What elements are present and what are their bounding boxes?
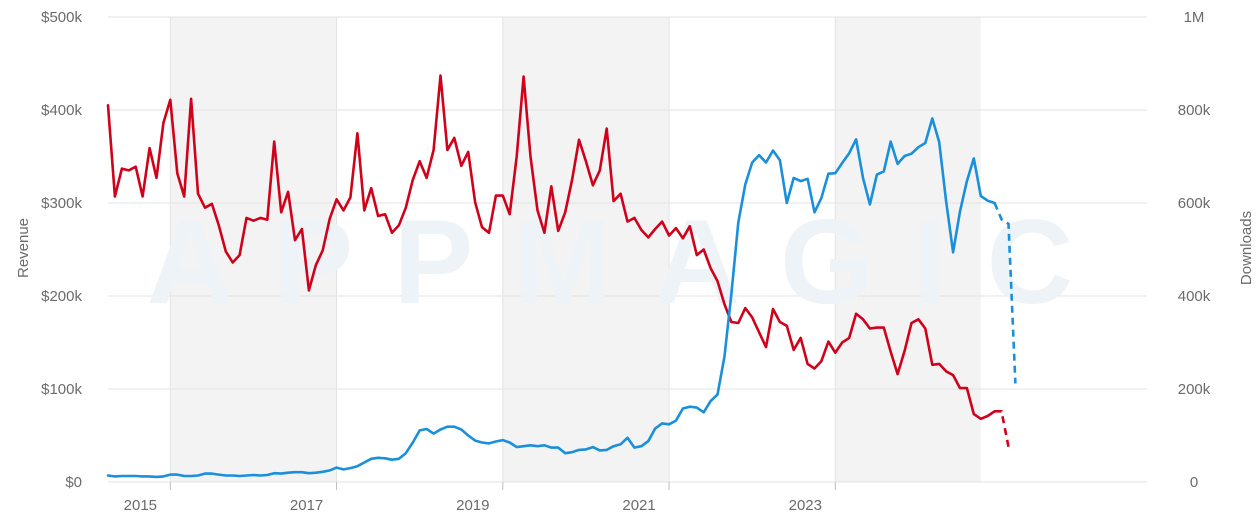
- left-tick-label: $300k: [41, 195, 82, 212]
- left-axis-title: Revenue: [15, 218, 32, 278]
- left-tick-label: $0: [65, 474, 82, 491]
- shaded-band-0: [170, 17, 337, 482]
- series-group: [106, 74, 1017, 479]
- gridlines: [108, 16, 1147, 483]
- x-tick-label: 2019: [456, 497, 489, 514]
- left-tick-label: $100k: [41, 381, 82, 398]
- downloads-series-line: [106, 117, 996, 479]
- right-tick-label: 600k: [1178, 195, 1211, 212]
- shaded-band-2: [835, 17, 981, 482]
- right-tick-label: 0: [1190, 474, 1198, 491]
- revenue-series-line: [106, 74, 996, 421]
- right-tick-label: 800k: [1178, 102, 1211, 119]
- left-tick-label: $200k: [41, 288, 82, 305]
- revenue-series-dashed-tail: [994, 410, 1010, 447]
- x-tick-label: 2023: [789, 497, 822, 514]
- x-tick-label: 2017: [290, 497, 323, 514]
- left-tick-label: $400k: [41, 102, 82, 119]
- x-tick-label: 2021: [622, 497, 655, 514]
- left-axis-ticks: $0 $100k $200k $300k $400k $500k: [41, 9, 82, 491]
- shaded-band-1: [502, 17, 670, 482]
- right-tick-label: 400k: [1178, 288, 1211, 305]
- right-tick-label: 200k: [1178, 381, 1211, 398]
- x-axis-ticks: 2015 2017 2019 2021 2023: [124, 482, 836, 514]
- right-tick-label: 1M: [1184, 9, 1205, 26]
- x-tick-label: 2015: [124, 497, 157, 514]
- left-tick-label: $500k: [41, 9, 82, 26]
- shaded-year-bands: [170, 17, 981, 482]
- watermark: APPMAGIC: [147, 195, 1114, 329]
- right-axis-title: Downloads: [1238, 211, 1255, 285]
- right-axis-ticks: 0 200k 400k 600k 800k 1M: [1178, 9, 1211, 491]
